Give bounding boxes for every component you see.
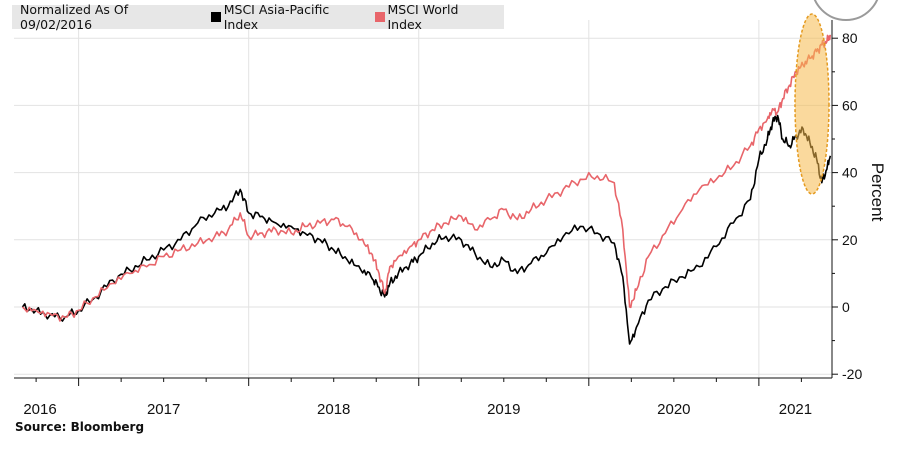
decorative-circle [813, 0, 879, 21]
legend-label-asia-pacific: MSCI Asia-Pacific Index [223, 2, 330, 32]
series-line-world [21, 34, 832, 322]
y-tick-label: 20 [842, 232, 858, 248]
legend-swatch-asia-pacific [210, 12, 221, 22]
x-axis: 2016 2017 2018 2019 2020 2021 [14, 377, 832, 418]
legend: Normalized As Of 09/02/2016 MSCI Asia-Pa… [12, 2, 504, 32]
y-tick-label: 80 [842, 30, 858, 46]
series-line-asia-pacific [21, 114, 832, 345]
y-tick-label: 40 [842, 165, 858, 181]
y-tick-label: 0 [842, 299, 850, 315]
y-axis: 80 60 40 20 0 -20 [831, 20, 862, 382]
source-note: Source: Bloomberg [15, 420, 145, 434]
legend-swatch-world [374, 12, 385, 22]
x-tick-label: 2018 [317, 401, 350, 418]
legend-item-world: MSCI World Index [374, 2, 496, 32]
highlight-ellipse [794, 13, 830, 195]
legend-label-world: MSCI World Index [387, 2, 459, 32]
x-tick-label: 2016 [23, 401, 56, 418]
x-tick-label: 2020 [657, 401, 690, 418]
y-tick-label: 60 [842, 97, 858, 113]
x-tick-label: 2021 [779, 401, 812, 418]
legend-normalization-note: Normalized As Of 09/02/2016 [20, 2, 129, 32]
series-lines [21, 34, 832, 345]
annotation-layer [794, 13, 830, 195]
grid-lines [14, 20, 832, 378]
y-axis-title: Percent [868, 163, 887, 222]
x-tick-label: 2019 [487, 401, 520, 418]
y-tick-label: -20 [842, 366, 862, 382]
x-tick-label: 2017 [147, 401, 180, 418]
legend-item-asia-pacific: MSCI Asia-Pacific Index [210, 2, 367, 32]
